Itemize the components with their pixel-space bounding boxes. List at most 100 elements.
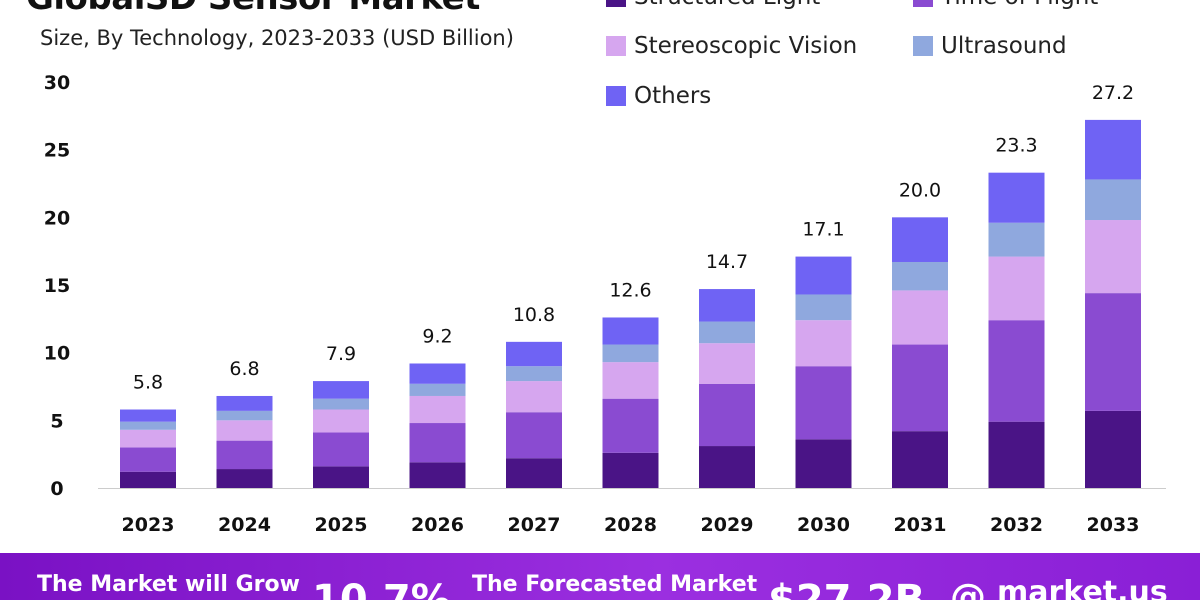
total-label: 5.8 (133, 372, 163, 394)
y-tick-label: 15 (44, 275, 70, 297)
legend-label: Ultrasound (941, 33, 1067, 59)
footer-forecast-label: The Forecasted Market (472, 572, 758, 597)
legend-item-time-of-flight: Time of Flight (913, 0, 1098, 12)
y-tick-label: 5 (50, 410, 63, 432)
bar-segment (699, 321, 755, 344)
bar-segment (892, 344, 948, 432)
bar-stack-2027 (506, 341, 562, 488)
bar-stack-2031 (892, 217, 948, 488)
bar-stack-2032 (988, 172, 1045, 488)
y-tick-label: 20 (44, 207, 70, 229)
y-tick-label: 30 (44, 72, 70, 94)
x-tick-label: 2030 (797, 514, 850, 536)
bar-stack-2023 (120, 409, 176, 488)
bar-segment (988, 172, 1045, 223)
legend-swatch (606, 0, 626, 7)
legend-item-structured-light: Structured Light (606, 0, 820, 12)
bar-segment (120, 409, 176, 422)
bar-segment (699, 289, 755, 322)
bar-segment (506, 341, 562, 367)
x-tick-label: 2024 (218, 514, 271, 536)
bar-segment (506, 458, 562, 488)
legend-swatch (606, 36, 626, 56)
total-label: 6.8 (229, 358, 259, 380)
bar-segment (699, 383, 755, 447)
bar-segment (409, 363, 466, 384)
bar-segment (602, 362, 659, 399)
footer-size-value: $27.2B (768, 577, 926, 600)
bar-segment (795, 256, 852, 295)
bar-segment (506, 381, 562, 413)
bar-segment (1085, 293, 1141, 411)
bar-segment (409, 383, 466, 396)
bar-segment (409, 462, 466, 488)
bar-segment (313, 409, 369, 433)
bar-segment (313, 432, 369, 467)
bar-segment (699, 446, 755, 488)
legend-label: Structured Light (634, 0, 820, 10)
bar-stack-2026 (409, 363, 466, 488)
bar-segment (1085, 119, 1141, 180)
bars (120, 119, 1141, 488)
bar-stack-2033 (1085, 119, 1141, 488)
x-tick-label: 2026 (411, 514, 464, 536)
bar-segment (988, 256, 1045, 321)
legend-label: Stereoscopic Vision (634, 33, 858, 59)
footer-cagr-value: 10.7% (312, 577, 451, 600)
x-axis: 2023 2024 2025 2026 2027 2028 2029 2030 2031 2032… (122, 514, 1140, 536)
bar-stack-2029 (699, 289, 755, 488)
total-label: 7.9 (326, 343, 356, 365)
x-tick-label: 2023 (122, 514, 175, 536)
bar-segment (795, 439, 852, 488)
bar-segment (988, 222, 1045, 257)
bar-segment (602, 317, 659, 345)
bar-segment (602, 398, 659, 453)
total-label: 23.3 (995, 135, 1037, 157)
footer-grow-label: The Market will Grow (37, 572, 300, 597)
bar-segment (506, 412, 562, 459)
bar-segment (120, 447, 176, 472)
bar-segment (216, 395, 273, 411)
bar-segment (892, 261, 948, 291)
legend-label: Time of Flight (941, 0, 1098, 10)
footer-site-link[interactable]: market.us (997, 575, 1168, 600)
bar-segment (216, 440, 273, 470)
total-label: 20.0 (899, 179, 941, 201)
bar-segment (892, 217, 948, 262)
legend-item-stereoscopic-vision: Stereoscopic Vision (606, 31, 857, 61)
bar-segment (602, 344, 659, 363)
bar-segment (892, 431, 948, 488)
bar-stack-2030 (795, 256, 852, 488)
x-tick-label: 2027 (508, 514, 561, 536)
bar-segment (699, 343, 755, 384)
x-tick-label: 2031 (894, 514, 947, 536)
bar-segment (988, 320, 1045, 422)
total-label: 12.6 (609, 279, 651, 301)
y-tick-label: 25 (44, 140, 70, 162)
bar-stack-2025 (313, 381, 369, 488)
bar-segment (120, 471, 176, 488)
bar-segment (506, 366, 562, 382)
bar-segment (795, 366, 852, 440)
legend-swatch (606, 86, 626, 106)
x-tick-label: 2032 (990, 514, 1043, 536)
bar-segment (602, 452, 659, 488)
total-label: 17.1 (802, 219, 844, 241)
bar-segment (120, 429, 176, 448)
x-tick-label: 2028 (604, 514, 657, 536)
legend-swatch (913, 0, 933, 7)
bar-segment (409, 423, 466, 463)
x-tick-label: 2029 (701, 514, 754, 536)
bar-segment (216, 420, 273, 441)
total-label: 14.7 (706, 251, 748, 273)
legend-label: Others (634, 83, 712, 109)
bar-segment (1085, 220, 1141, 294)
bar-segment (313, 398, 369, 410)
bar-segment (120, 421, 176, 430)
bar-segment (313, 466, 369, 488)
bar-segment (216, 410, 273, 421)
bar-segment (795, 320, 852, 367)
bar-segment (1085, 410, 1141, 488)
bar-stack-2028 (602, 317, 659, 488)
chart-subtitle: Size, By Technology, 2023-2033 (USD Bill… (40, 26, 514, 50)
